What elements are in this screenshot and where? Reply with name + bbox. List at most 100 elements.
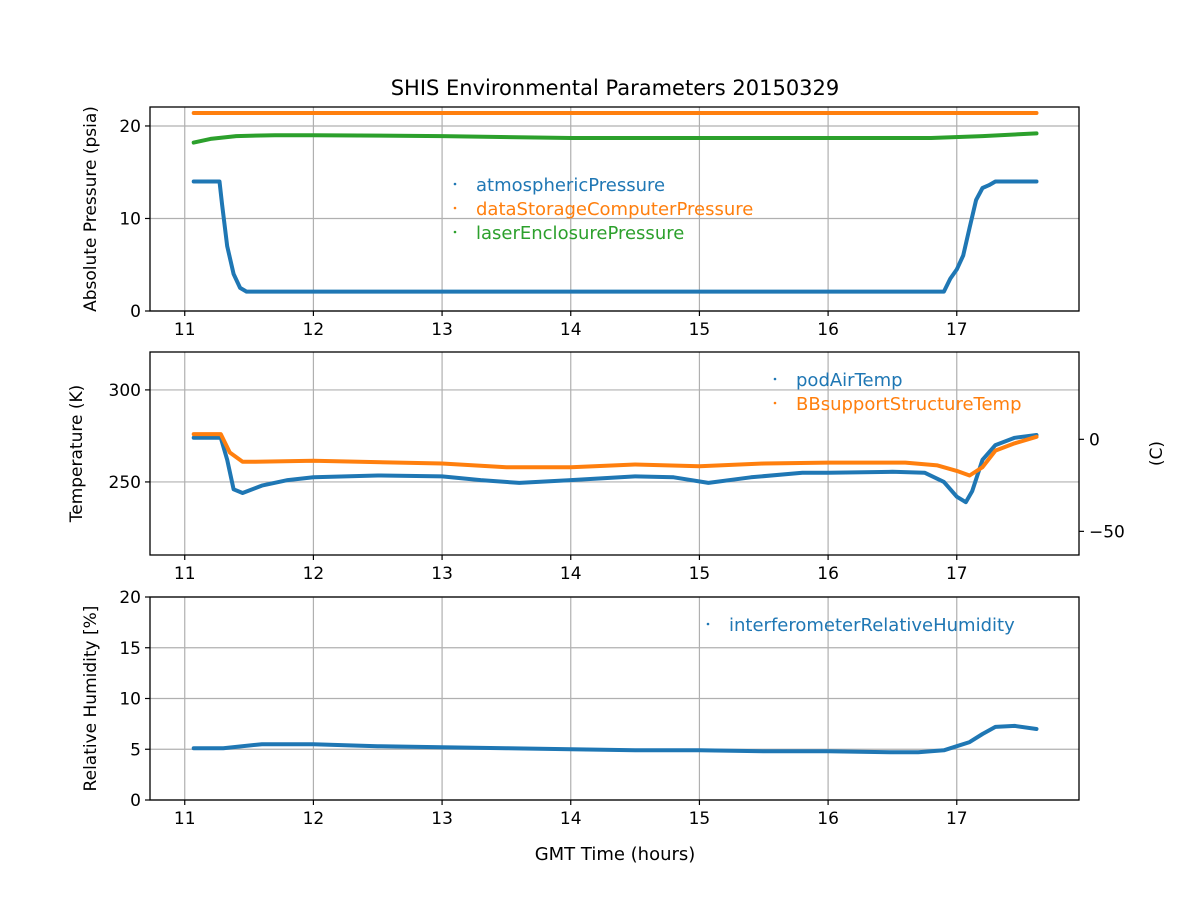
x-tick-label: 13	[431, 320, 453, 340]
y-tick-label: 10	[119, 209, 141, 229]
data-point	[221, 746, 225, 750]
x-axis-label: GMT Time (hours)	[535, 844, 696, 865]
data-point	[826, 290, 830, 294]
data-point	[192, 436, 196, 440]
data-point	[633, 474, 637, 478]
data-point	[504, 746, 508, 750]
panel-1: 11 12 13 14 15 16 17 0 10 20 Absolute Pressure (ps…	[81, 106, 1080, 340]
data-point	[241, 460, 245, 464]
data-point	[762, 462, 766, 465]
axes-frame	[149, 351, 1080, 556]
data-point	[1013, 436, 1017, 440]
x-tick-label: 16	[817, 809, 839, 829]
data-point	[569, 136, 573, 140]
data-point	[440, 745, 444, 749]
data-point	[826, 749, 830, 753]
data-point	[245, 290, 248, 294]
data-point	[964, 500, 968, 504]
data-point	[1035, 180, 1038, 183]
data-point	[569, 111, 573, 115]
data-point	[955, 267, 959, 271]
data-point	[569, 478, 573, 482]
data-point	[234, 134, 238, 138]
x-tick-label: 16	[817, 320, 839, 340]
y-tick-label: 20	[119, 588, 141, 608]
data-point	[970, 489, 974, 493]
data-point	[517, 481, 521, 485]
data-point	[260, 484, 264, 488]
data-point	[955, 111, 959, 115]
data-point	[569, 747, 573, 751]
legend-label: BBsupportStructureTemp	[796, 394, 1022, 415]
x-tick-label: 17	[946, 564, 968, 584]
data-point	[633, 748, 637, 752]
data-point	[569, 290, 573, 294]
data-point	[440, 111, 444, 115]
data-point	[273, 133, 277, 137]
axes-frame	[149, 106, 1080, 312]
x-tick-label: 17	[946, 320, 968, 340]
data-point	[826, 461, 830, 465]
y-axis-label: Absolute Pressure (psia)	[81, 106, 101, 312]
legend-marker	[453, 230, 457, 234]
data-point	[479, 478, 483, 482]
data-point	[890, 750, 894, 754]
data-point	[762, 749, 766, 753]
data-point	[311, 742, 315, 746]
data-point	[968, 740, 972, 744]
x-tick-label: 17	[946, 809, 968, 829]
y-right-tick-label: −50	[1089, 522, 1125, 542]
data-point	[903, 461, 907, 465]
data-point	[225, 458, 229, 462]
data-point	[376, 474, 380, 477]
data-point	[955, 495, 959, 499]
data-point	[974, 198, 978, 202]
data-point	[311, 459, 315, 463]
data-point	[916, 750, 920, 754]
x-tick-label: 11	[174, 809, 196, 829]
data-point	[311, 290, 315, 294]
data-point	[826, 111, 830, 115]
data-point	[800, 471, 804, 475]
data-point	[238, 286, 242, 290]
data-point	[1035, 131, 1038, 135]
x-tick-label: 15	[689, 809, 711, 829]
data-point	[192, 180, 196, 183]
data-point	[955, 469, 959, 473]
data-point	[672, 475, 676, 479]
data-point	[569, 465, 573, 469]
data-point	[697, 111, 701, 115]
data-point	[987, 183, 991, 187]
x-tick-label: 11	[174, 320, 196, 340]
data-point	[981, 134, 984, 138]
data-point	[981, 458, 984, 462]
data-point	[225, 244, 229, 248]
data-point	[228, 451, 232, 454]
data-point	[942, 748, 946, 752]
data-point	[1035, 111, 1038, 115]
y-right-tick-label: 0	[1089, 430, 1100, 450]
data-point	[219, 432, 223, 436]
data-point	[1013, 724, 1017, 728]
data-point	[968, 226, 972, 230]
data-point	[440, 134, 444, 138]
data-point	[826, 471, 830, 475]
series-atmosphericPressure	[191, 179, 1039, 294]
x-tick-label: 12	[303, 564, 325, 584]
y-tick-label: 15	[119, 639, 141, 659]
data-point	[311, 475, 315, 479]
legend-marker	[453, 182, 457, 186]
x-tick-label: 14	[560, 564, 582, 584]
data-point	[192, 432, 196, 436]
data-point	[948, 277, 952, 281]
legend-label: atmosphericPressure	[476, 175, 665, 196]
data-point	[890, 470, 894, 474]
data-point	[1035, 435, 1038, 439]
panel-2: 11 12 13 14 15 16 17 250 300 Temperature (K) −50 0 (…	[67, 351, 1167, 584]
x-tick-label: 13	[431, 809, 453, 829]
x-tick-label: 14	[560, 809, 582, 829]
data-point	[706, 481, 710, 485]
data-point	[697, 290, 701, 294]
chart-title: SHIS Environmental Parameters 20150329	[391, 76, 840, 100]
